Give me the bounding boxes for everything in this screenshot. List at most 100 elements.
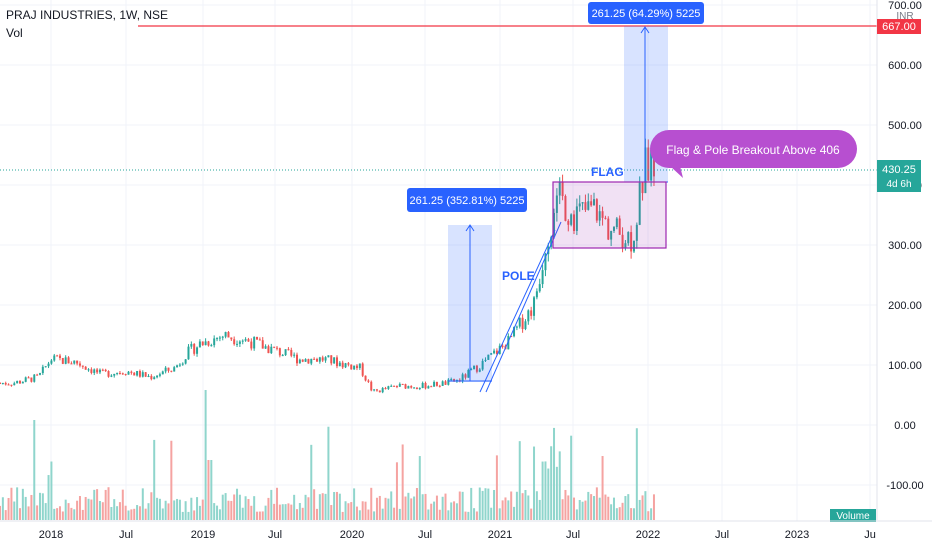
candle-body bbox=[521, 317, 524, 330]
volume-bar bbox=[196, 497, 199, 520]
volume-bar bbox=[267, 497, 270, 520]
candle-body bbox=[18, 381, 21, 384]
volume-bar bbox=[207, 460, 210, 520]
volume-bar bbox=[467, 511, 470, 520]
volume-bar bbox=[307, 497, 310, 520]
volume-bar bbox=[253, 496, 256, 520]
y-tick-label: 200.00 bbox=[888, 300, 922, 312]
volume-bar bbox=[144, 508, 147, 520]
candle-body bbox=[567, 220, 570, 225]
volume-bar bbox=[510, 491, 513, 520]
candle-body bbox=[181, 363, 184, 365]
volume-bar bbox=[33, 420, 36, 520]
volume-bar bbox=[413, 496, 416, 520]
candle-body bbox=[247, 339, 250, 342]
candle-body bbox=[630, 232, 633, 252]
volume-bar bbox=[290, 504, 293, 520]
candle-body bbox=[327, 355, 330, 358]
volume-bar bbox=[461, 491, 464, 520]
candle-body bbox=[375, 389, 378, 391]
candle-body bbox=[73, 360, 76, 364]
volume-bar bbox=[513, 506, 516, 520]
flag-measure-label[interactable]: 261.25 (64.29%) 5225 bbox=[588, 2, 704, 24]
volume-bar bbox=[364, 501, 367, 520]
volume-bar bbox=[493, 489, 496, 520]
volume-bar bbox=[13, 501, 16, 520]
candle-body bbox=[441, 381, 444, 386]
volume-bar bbox=[38, 492, 41, 520]
candle-body bbox=[427, 386, 430, 389]
volume-bar bbox=[161, 508, 164, 520]
breakout-callout[interactable]: Flag & Pole Breakout Above 406 bbox=[650, 130, 857, 178]
x-tick-label: Jul bbox=[715, 529, 729, 541]
x-tick-label: Jul bbox=[418, 529, 432, 541]
volume-bar bbox=[373, 511, 376, 520]
candle-body bbox=[244, 339, 247, 341]
volume-bar bbox=[438, 509, 441, 520]
volume-bar bbox=[53, 508, 56, 520]
candle-body bbox=[384, 388, 387, 390]
volume-bar bbox=[541, 461, 544, 520]
candle-body bbox=[335, 357, 338, 367]
volume-bar bbox=[470, 487, 473, 520]
volume-bar bbox=[238, 494, 241, 520]
candle-body bbox=[230, 337, 233, 340]
candle-body bbox=[573, 214, 576, 231]
volume-bar bbox=[178, 499, 181, 520]
volume-bar bbox=[433, 501, 436, 520]
volume-bar bbox=[507, 500, 510, 520]
volume-bar bbox=[7, 497, 10, 520]
candle-body bbox=[350, 364, 353, 370]
countdown-text: 4d 6h bbox=[886, 179, 911, 190]
symbol-title[interactable]: PRAJ INDUSTRIES, 1W, NSE bbox=[6, 8, 169, 22]
flag-measure-text: 261.25 (64.29%) 5225 bbox=[592, 8, 701, 20]
candle-body bbox=[101, 369, 104, 371]
candle-body bbox=[138, 370, 141, 377]
candle-body bbox=[33, 374, 36, 382]
candle-body bbox=[315, 358, 318, 362]
volume-bar bbox=[124, 505, 127, 520]
candle-body bbox=[36, 374, 39, 376]
candle-body bbox=[341, 362, 344, 368]
candle-body bbox=[198, 341, 201, 348]
volume-indicator-label[interactable]: Vol bbox=[6, 26, 23, 40]
volume-bar bbox=[341, 511, 344, 520]
x-tick-label: 2022 bbox=[636, 529, 660, 541]
x-tick-label: 2019 bbox=[191, 529, 215, 541]
candle-body bbox=[38, 373, 41, 375]
volume-bar bbox=[395, 462, 398, 520]
volume-bar bbox=[441, 496, 444, 520]
candle-body bbox=[587, 201, 590, 210]
volume-bar bbox=[247, 499, 250, 520]
candle-body bbox=[273, 346, 276, 348]
volume-bar bbox=[136, 505, 139, 520]
flag-box[interactable] bbox=[552, 181, 667, 249]
volume-bar bbox=[652, 494, 655, 520]
volume-bar bbox=[170, 440, 173, 520]
volume-bar bbox=[270, 489, 273, 520]
candle-body bbox=[618, 218, 621, 235]
candle-body bbox=[113, 373, 116, 376]
candle-body bbox=[501, 345, 504, 347]
candle-body bbox=[361, 363, 364, 376]
volume-bar bbox=[44, 503, 47, 520]
time-axis[interactable]: 2018 Jul 2019 Jul 2020 Jul 2021 Jul 2022 Jul 2023 J… bbox=[0, 520, 932, 541]
volume-bar bbox=[624, 496, 627, 520]
candle-body bbox=[224, 332, 227, 337]
volume-bar bbox=[141, 488, 144, 520]
price-axis[interactable]: 700.00600.00500.00400.00300.00200.00100.… bbox=[876, 0, 924, 520]
volume-bar bbox=[518, 441, 521, 520]
candle-body bbox=[595, 199, 598, 221]
volume-bar bbox=[550, 446, 553, 520]
volume-bar bbox=[173, 500, 176, 520]
volume-bar bbox=[98, 500, 101, 520]
volume-bar bbox=[113, 499, 116, 520]
pole-measure-label[interactable]: 261.25 (352.81%) 5225 bbox=[407, 188, 527, 212]
volume-bar bbox=[258, 511, 261, 520]
volume-bar bbox=[167, 503, 170, 520]
volume-bar bbox=[615, 508, 618, 520]
volume-bar bbox=[273, 503, 276, 520]
x-tick-label: 2018 bbox=[39, 529, 63, 541]
